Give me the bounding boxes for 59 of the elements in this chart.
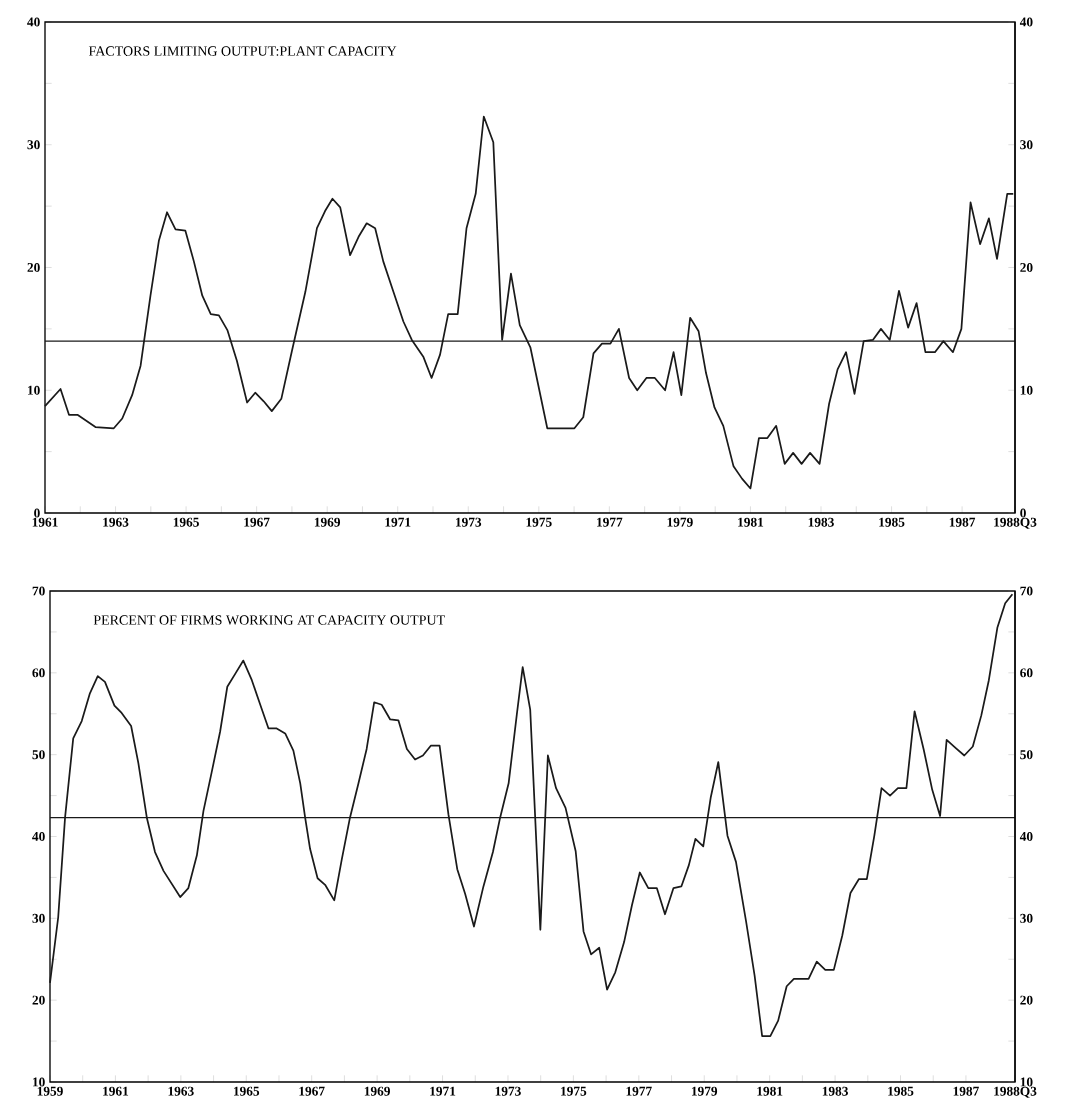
y2-tick-label: 40	[1019, 832, 1033, 841]
text: FACTORS LIMITING OUTPUT:PLANT CAPACITY	[88, 46, 397, 56]
x-tick-label: 1961	[32, 517, 58, 527]
x-tick-label: 1965	[173, 517, 199, 527]
y-tick-label: 40	[32, 832, 45, 841]
x-tick-label: 1973	[495, 1086, 521, 1096]
line-series	[44, 115, 1015, 490]
y-tick-label: 30	[27, 140, 40, 150]
y-tick-label: 50	[32, 750, 45, 760]
x-tick-label: 1987	[953, 1086, 979, 1096]
y2-tick-label: 40	[1019, 17, 1033, 27]
y-tick-label: 40	[27, 17, 40, 27]
x-tick-label: 1988Q3	[994, 1086, 1037, 1098]
line-series	[49, 593, 1014, 1038]
x-tick-label: 1977	[597, 517, 623, 527]
y-tick-label: 30	[32, 913, 45, 923]
x-tick-label: 1975	[526, 517, 552, 527]
x-tick-label: 1963	[168, 1086, 194, 1096]
y2-tick-label: 60	[1020, 668, 1033, 678]
x-tick-label: 1985	[879, 517, 905, 527]
x-tick-label: 1959	[37, 1086, 63, 1096]
y2-tick-label: 10	[1020, 385, 1033, 395]
y2-tick-label: 30	[1020, 913, 1033, 923]
x-tick-label: 1961	[103, 1086, 129, 1096]
x-tick-label: 1983	[822, 1086, 848, 1096]
y2-tick-label: 20	[1020, 263, 1033, 272]
x-tick-label: 1981	[757, 1086, 783, 1096]
x-tick-label: 1983	[808, 517, 834, 527]
x-tick-label: 1971	[385, 517, 411, 527]
y-tick-label: 20	[32, 995, 45, 1005]
x-tick-label: 1987	[949, 517, 976, 527]
x-tick-label: 1969	[364, 1086, 390, 1096]
y2-tick-label: 0	[1020, 508, 1026, 518]
x-tick-label: 1985	[888, 1086, 914, 1096]
x-tick-label: 1975	[561, 1086, 587, 1096]
x-tick-label: 1981	[738, 517, 764, 527]
text: PERCENT OF FIRMS WORKING AT CAPACITY OUTPUT	[93, 615, 445, 625]
y2-tick-label: 30	[1020, 140, 1033, 150]
y-tick-label: 60	[32, 668, 45, 678]
x-tick-label: 1979	[667, 517, 693, 527]
x-tick-label: 1973	[456, 517, 482, 527]
y2-tick-label: 20	[1020, 995, 1033, 1005]
y-tick-label: 20	[27, 263, 40, 272]
x-tick-label: 1988Q3	[994, 517, 1037, 529]
x-tick-label: 1967	[244, 517, 270, 527]
y-tick-label: 10	[28, 385, 40, 395]
x-tick-label: 1963	[103, 517, 129, 527]
x-tick-label: 1967	[299, 1086, 325, 1096]
x-tick-label: 1965	[234, 1086, 260, 1096]
x-tick-label: 1971	[430, 1086, 456, 1096]
x-tick-label: 1969	[314, 517, 341, 527]
y2-tick-label: 10	[1020, 1077, 1033, 1087]
y2-tick-label: 50	[1020, 750, 1033, 760]
y-tick-label: 70	[32, 586, 45, 596]
x-tick-label: 1977	[626, 1086, 652, 1096]
y2-tick-label: 70	[1020, 586, 1033, 596]
y-tick-label: 10	[33, 1077, 45, 1087]
x-tick-label: 1979	[691, 1086, 718, 1096]
y-tick-label: 0	[34, 508, 40, 518]
